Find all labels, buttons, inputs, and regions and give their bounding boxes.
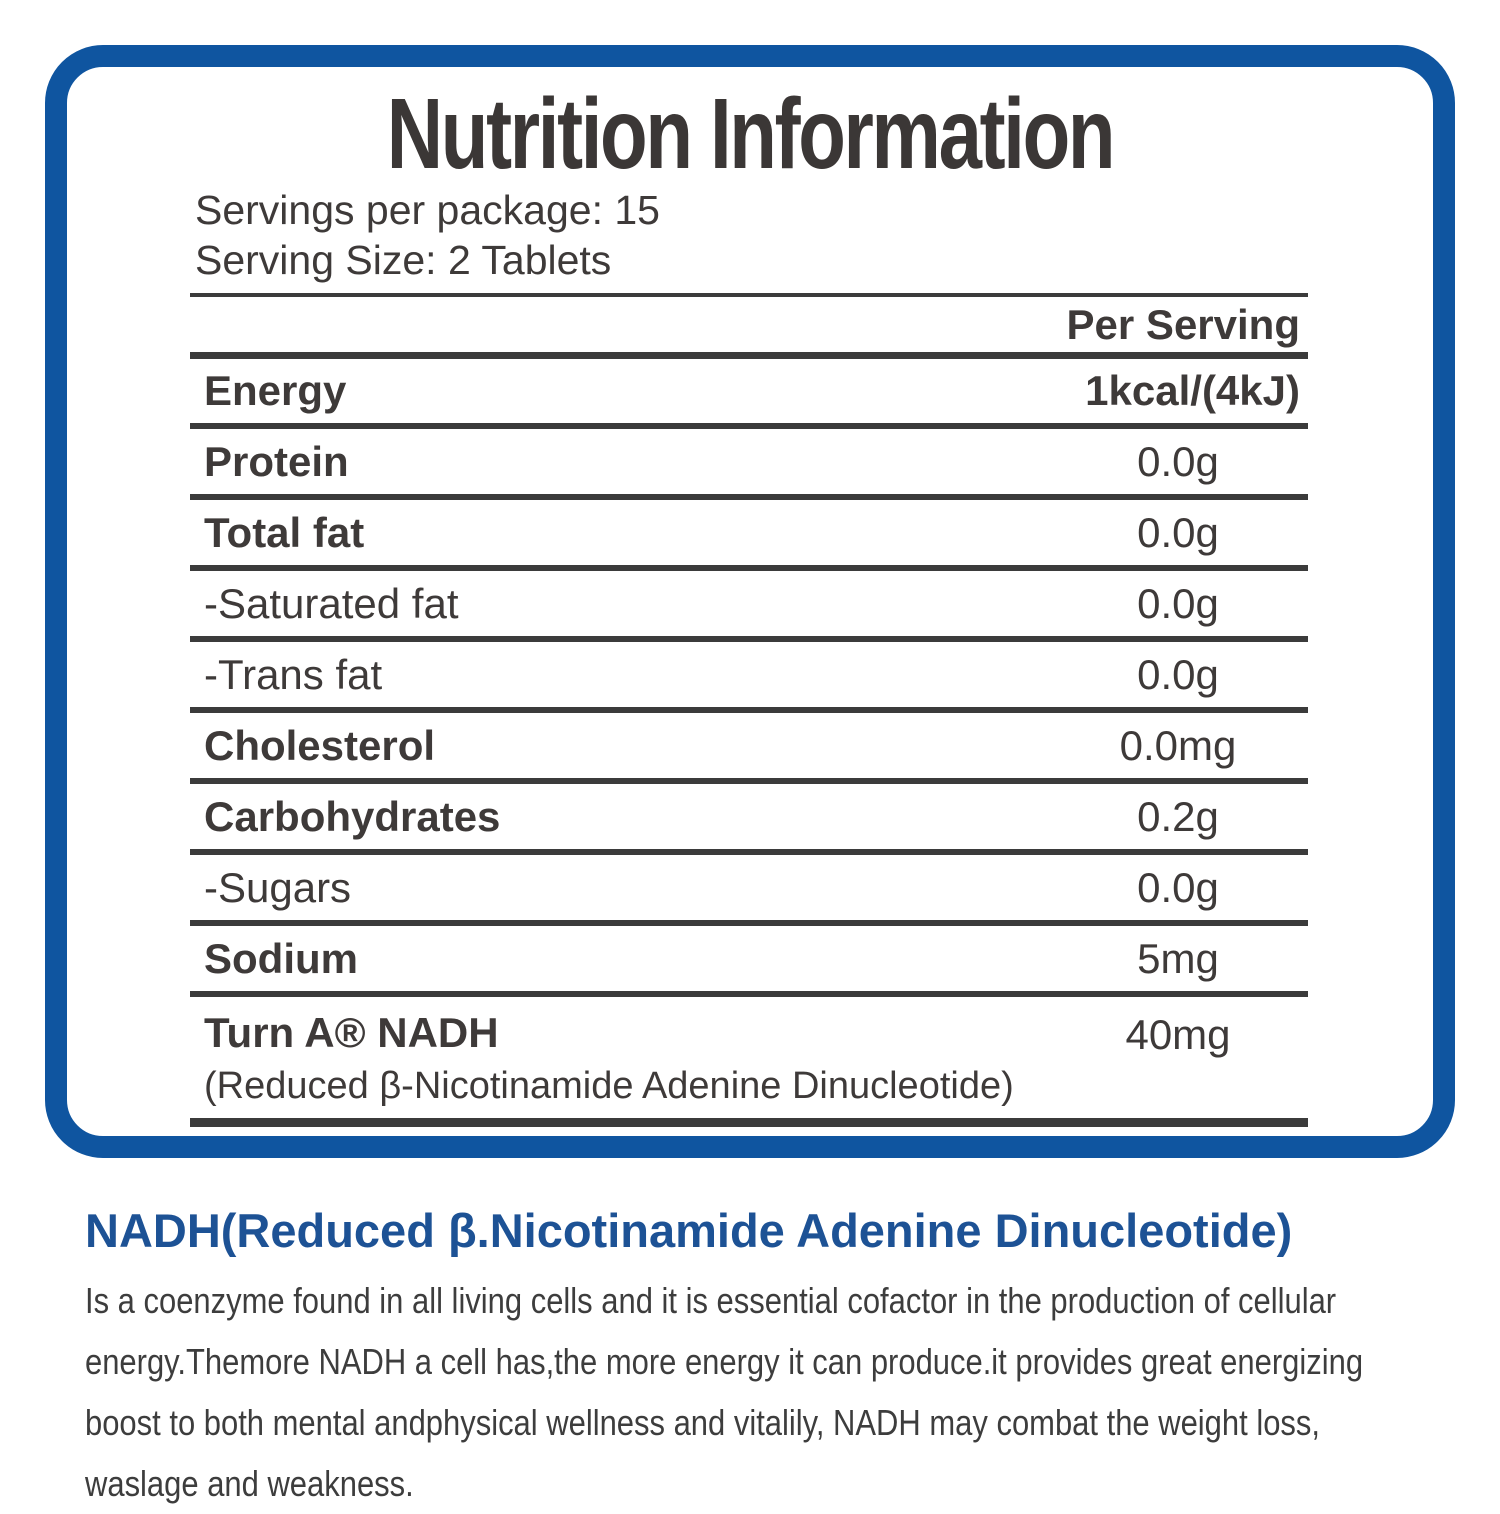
table-row: Cholesterol 0.0mg	[190, 707, 1308, 778]
table-row: Sodium 5mg	[190, 920, 1308, 991]
row-label: Protein	[204, 437, 349, 485]
description-line: Is a coenzyme found in all living cells …	[85, 1280, 1337, 1321]
row-label: Energy	[204, 367, 347, 414]
row-value: 0.0g	[1137, 579, 1219, 627]
table-header-row: Per Serving	[190, 293, 1308, 352]
row-label: Carbohydrates	[204, 792, 501, 840]
table-rows: Energy 1kcal/(4kJ) Protein 0.0g Total fat 0.0…	[190, 352, 1308, 1118]
row-label: -Sugars	[204, 863, 352, 911]
row-value: 1kcal/(4kJ)	[1085, 367, 1300, 414]
row-label: Turn A® NADH	[204, 1009, 499, 1056]
row-label: Cholesterol	[204, 721, 436, 769]
per-serving-header: Per Serving	[1066, 300, 1300, 348]
nadh-description: Is a coenzyme found in all living cells …	[85, 1270, 1363, 1514]
description-line: waslage and weakness.	[85, 1463, 414, 1504]
description-line: energy.Themore NADH a cell has,the more …	[85, 1341, 1364, 1382]
nutrition-label-panel: Nutrition Information Servings per packa…	[45, 45, 1455, 1158]
nadh-heading: NADH(Reduced β.Nicotinamide Adenine Dinu…	[85, 1204, 1293, 1257]
row-value: 0.2g	[1137, 792, 1219, 840]
row-value: 0.0g	[1137, 863, 1219, 911]
servings-per-package: Servings per package: 15	[195, 187, 660, 233]
description-line: boost to both mental andphysical wellnes…	[85, 1402, 1320, 1443]
serving-meta: Servings per package: 15 Serving Size: 2…	[195, 185, 660, 285]
row-label: Total fat	[204, 508, 365, 556]
nutrition-table: Per Serving Energy 1kcal/(4kJ) Protein 0.0g…	[190, 293, 1308, 1127]
row-sublabel: (Reduced β-Nicotinamide Adenine Dinucleo…	[204, 1065, 1014, 1107]
row-value: 0.0g	[1137, 650, 1219, 698]
row-value: 5mg	[1137, 934, 1219, 982]
serving-size: Serving Size: 2 Tablets	[195, 237, 612, 283]
row-value: 0.0g	[1137, 437, 1219, 485]
table-row: -Sugars 0.0g	[190, 849, 1308, 920]
row-value: 40mg	[1125, 1011, 1231, 1058]
row-value: 0.0mg	[1119, 721, 1237, 769]
table-row: -Saturated fat 0.0g	[190, 565, 1308, 636]
table-row: Total fat 0.0g	[190, 494, 1308, 565]
table-row: Protein 0.0g	[190, 423, 1308, 494]
page-title: Nutrition Information	[386, 78, 1116, 190]
row-label: -Trans fat	[204, 650, 383, 698]
table-row: Turn A® NADH (Reduced β-Nicotinamide Aden…	[190, 991, 1308, 1118]
table-row: Carbohydrates 0.2g	[190, 778, 1308, 849]
row-value: 0.0g	[1137, 508, 1219, 556]
row-label: Sodium	[204, 934, 358, 982]
table-row: -Trans fat 0.0g	[190, 636, 1308, 707]
row-label: -Saturated fat	[204, 579, 459, 627]
table-row: Energy 1kcal/(4kJ)	[190, 352, 1308, 423]
